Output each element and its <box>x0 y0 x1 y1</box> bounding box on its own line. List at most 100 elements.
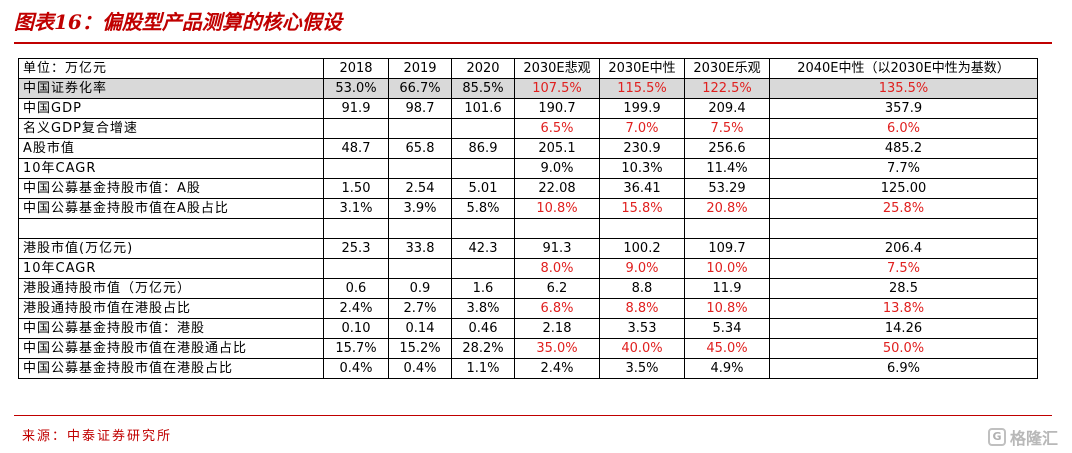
value-cell: 14.26 <box>769 318 1038 339</box>
value-cell <box>684 218 770 239</box>
value-cell <box>451 218 515 239</box>
table-row: 中国公募基金持股市值：A股 1.50 2.54 5.01 22.08 36.41 53.29… <box>18 178 1038 199</box>
value-cell: 5.34 <box>684 318 770 339</box>
source-note: 来源：中泰证券研究所 <box>22 429 173 444</box>
value-cell: 3.53 <box>599 318 685 339</box>
row-label: 中国GDP <box>18 98 324 119</box>
value-cell: 36.41 <box>599 178 685 199</box>
value-cell: 2.4% <box>514 358 600 379</box>
value-cell: 15.2% <box>388 338 452 359</box>
value-cell: 199.9 <box>599 98 685 119</box>
value-cell: 40.0% <box>599 338 685 359</box>
value-cell: 0.6 <box>323 278 389 299</box>
row-label: 中国公募基金持股市值：港股 <box>18 318 324 339</box>
value-cell <box>451 258 515 279</box>
value-cell: 9.0% <box>514 158 600 179</box>
value-cell <box>388 118 452 139</box>
value-cell <box>388 218 452 239</box>
table-row <box>18 218 1038 239</box>
row-label: 中国证券化率 <box>18 78 324 99</box>
value-cell: 109.7 <box>684 238 770 259</box>
value-cell <box>599 218 685 239</box>
value-cell <box>514 218 600 239</box>
table-row: A股市值 48.7 65.8 86.9 205.1 230.9 256.6 485.2 <box>18 138 1038 159</box>
header-cell: 2018 <box>323 58 389 79</box>
value-cell: 135.5% <box>769 78 1038 99</box>
value-cell: 53.0% <box>323 78 389 99</box>
value-cell: 107.5% <box>514 78 600 99</box>
value-cell <box>451 158 515 179</box>
value-cell: 85.5% <box>451 78 515 99</box>
header-cell: 2030E悲观 <box>514 58 600 79</box>
value-cell: 0.4% <box>388 358 452 379</box>
table-row: 中国公募基金持股市值在港股占比 0.4% 0.4% 1.1% 2.4% 3.5% 4.9% 6… <box>18 358 1038 379</box>
row-label: 中国公募基金持股市值在A股占比 <box>18 198 324 219</box>
value-cell: 2.54 <box>388 178 452 199</box>
value-cell: 0.14 <box>388 318 452 339</box>
row-label <box>18 218 324 239</box>
value-cell: 15.7% <box>323 338 389 359</box>
value-cell: 0.4% <box>323 358 389 379</box>
row-label: A股市值 <box>18 138 324 159</box>
value-cell: 10.0% <box>684 258 770 279</box>
value-cell: 101.6 <box>451 98 515 119</box>
value-cell: 22.08 <box>514 178 600 199</box>
value-cell: 45.0% <box>684 338 770 359</box>
value-cell <box>323 118 389 139</box>
value-cell: 9.0% <box>599 258 685 279</box>
header-cell: 2020 <box>451 58 515 79</box>
table-row: 港股通持股市值在港股占比 2.4% 2.7% 3.8% 6.8% 8.8% 10.8% 13.… <box>18 298 1038 319</box>
value-cell: 3.5% <box>599 358 685 379</box>
header-row: 单位：万亿元 2018 2019 2020 2030E悲观 2030E中性 2030E乐观 2… <box>18 58 1038 79</box>
value-cell: 256.6 <box>684 138 770 159</box>
value-cell: 2.4% <box>323 298 389 319</box>
value-cell: 91.9 <box>323 98 389 119</box>
value-cell: 25.3 <box>323 238 389 259</box>
header-unit-cell: 单位：万亿元 <box>18 58 324 79</box>
row-label: 10年CAGR <box>18 258 324 279</box>
table-row: 中国证券化率 53.0% 66.7% 85.5% 107.5% 115.5% 122.5% 1… <box>18 78 1038 99</box>
value-cell: 230.9 <box>599 138 685 159</box>
value-cell: 33.8 <box>388 238 452 259</box>
value-cell: 48.7 <box>323 138 389 159</box>
value-cell: 6.9% <box>769 358 1038 379</box>
value-cell <box>451 118 515 139</box>
page-title: 图表16：偏股型产品测算的核心假设 <box>14 10 342 34</box>
row-label: 港股通持股市值在港股占比 <box>18 298 324 319</box>
value-cell: 13.8% <box>769 298 1038 319</box>
value-cell <box>388 158 452 179</box>
row-label: 港股市值(万亿元) <box>18 238 324 259</box>
header-cell: 2030E中性 <box>599 58 685 79</box>
row-label: 10年CAGR <box>18 158 324 179</box>
value-cell: 28.2% <box>451 338 515 359</box>
value-cell: 205.1 <box>514 138 600 159</box>
table-row: 中国公募基金持股市值在港股通占比 15.7% 15.2% 28.2% 35.0% 40.0… <box>18 338 1038 359</box>
header-cell: 2019 <box>388 58 452 79</box>
value-cell: 3.8% <box>451 298 515 319</box>
value-cell: 1.6 <box>451 278 515 299</box>
value-cell: 2.7% <box>388 298 452 319</box>
value-cell: 115.5% <box>599 78 685 99</box>
table-row: 名义GDP复合增速 6.5% 7.0% 7.5% 6.0% <box>18 118 1038 139</box>
value-cell: 10.8% <box>684 298 770 319</box>
value-cell <box>388 258 452 279</box>
source-divider <box>14 415 1052 416</box>
value-cell: 11.4% <box>684 158 770 179</box>
value-cell: 15.8% <box>599 198 685 219</box>
table-row: 中国GDP 91.9 98.7 101.6 190.7 199.9 209.4 357.9 <box>18 98 1038 119</box>
value-cell: 5.8% <box>451 198 515 219</box>
row-label: 中国公募基金持股市值：A股 <box>18 178 324 199</box>
value-cell: 125.00 <box>769 178 1038 199</box>
value-cell: 206.4 <box>769 238 1038 259</box>
table-row: 港股市值(万亿元) 25.3 33.8 42.3 91.3 100.2 109.7 206.4 <box>18 238 1038 259</box>
value-cell: 7.5% <box>684 118 770 139</box>
value-cell: 0.10 <box>323 318 389 339</box>
table-row: 10年CAGR 9.0% 10.3% 11.4% 7.7% <box>18 158 1038 179</box>
row-label: 名义GDP复合增速 <box>18 118 324 139</box>
value-cell: 209.4 <box>684 98 770 119</box>
value-cell: 7.7% <box>769 158 1038 179</box>
value-cell: 98.7 <box>388 98 452 119</box>
value-cell: 66.7% <box>388 78 452 99</box>
row-label: 中国公募基金持股市值在港股通占比 <box>18 338 324 359</box>
title-divider <box>14 42 1052 44</box>
